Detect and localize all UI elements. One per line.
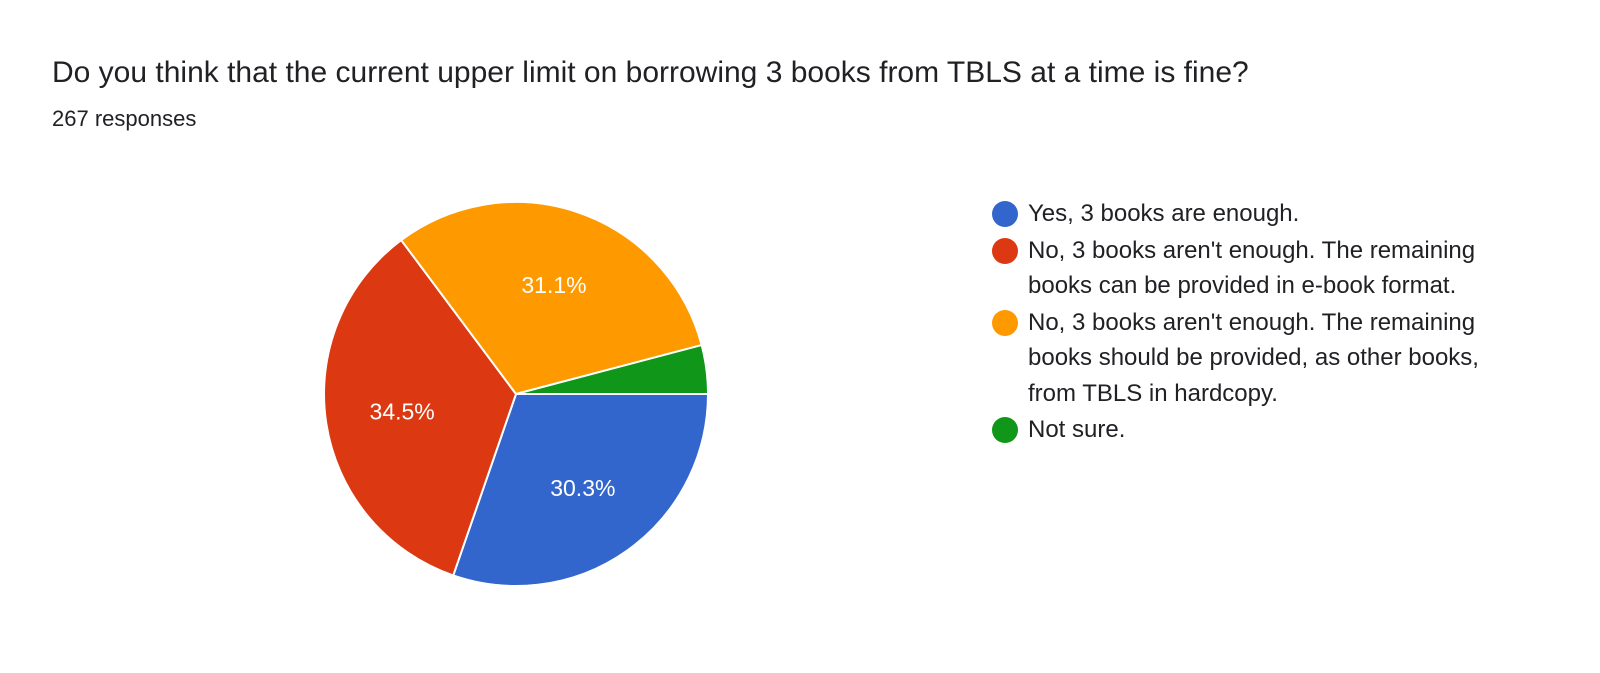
legend-item[interactable]: No, 3 books aren't enough. The remaining…	[990, 305, 1488, 412]
pie-slice[interactable]	[323, 238, 518, 577]
pie-slice[interactable]	[399, 201, 703, 396]
pie-slice[interactable]	[451, 393, 710, 587]
legend-label: Yes, 3 books are enough.	[1028, 200, 1300, 227]
legend-label: Not sure.	[1028, 416, 1126, 443]
response-count: 267 responses	[52, 106, 197, 131]
legend-swatch	[992, 309, 1018, 336]
legend-label: No, 3 books aren't enough. The remaining…	[1028, 236, 1476, 300]
legend: Yes, 3 books are enough. No, 3 books are…	[990, 196, 1490, 449]
pie-slice[interactable]	[515, 343, 710, 395]
legend-label: No, 3 books aren't enough. The remaining…	[1028, 308, 1479, 407]
legend-item[interactable]: No, 3 books aren't enough. The remaining…	[990, 233, 1488, 304]
legend-swatch	[992, 201, 1018, 227]
chart-title: Do you think that the current upper limi…	[52, 56, 1249, 89]
legend-item[interactable]: Not sure.	[990, 412, 1488, 448]
slice-data-label: 34.5%	[370, 399, 435, 425]
slice-data-label: 31.1%	[521, 272, 586, 298]
legend-swatch	[992, 417, 1018, 443]
slice-data-label: 30.3%	[550, 475, 615, 501]
pie-chart: 30.3% 34.5% 31.1%	[323, 201, 710, 587]
legend-swatch	[992, 237, 1018, 264]
legend-item[interactable]: Yes, 3 books are enough.	[990, 196, 1488, 232]
